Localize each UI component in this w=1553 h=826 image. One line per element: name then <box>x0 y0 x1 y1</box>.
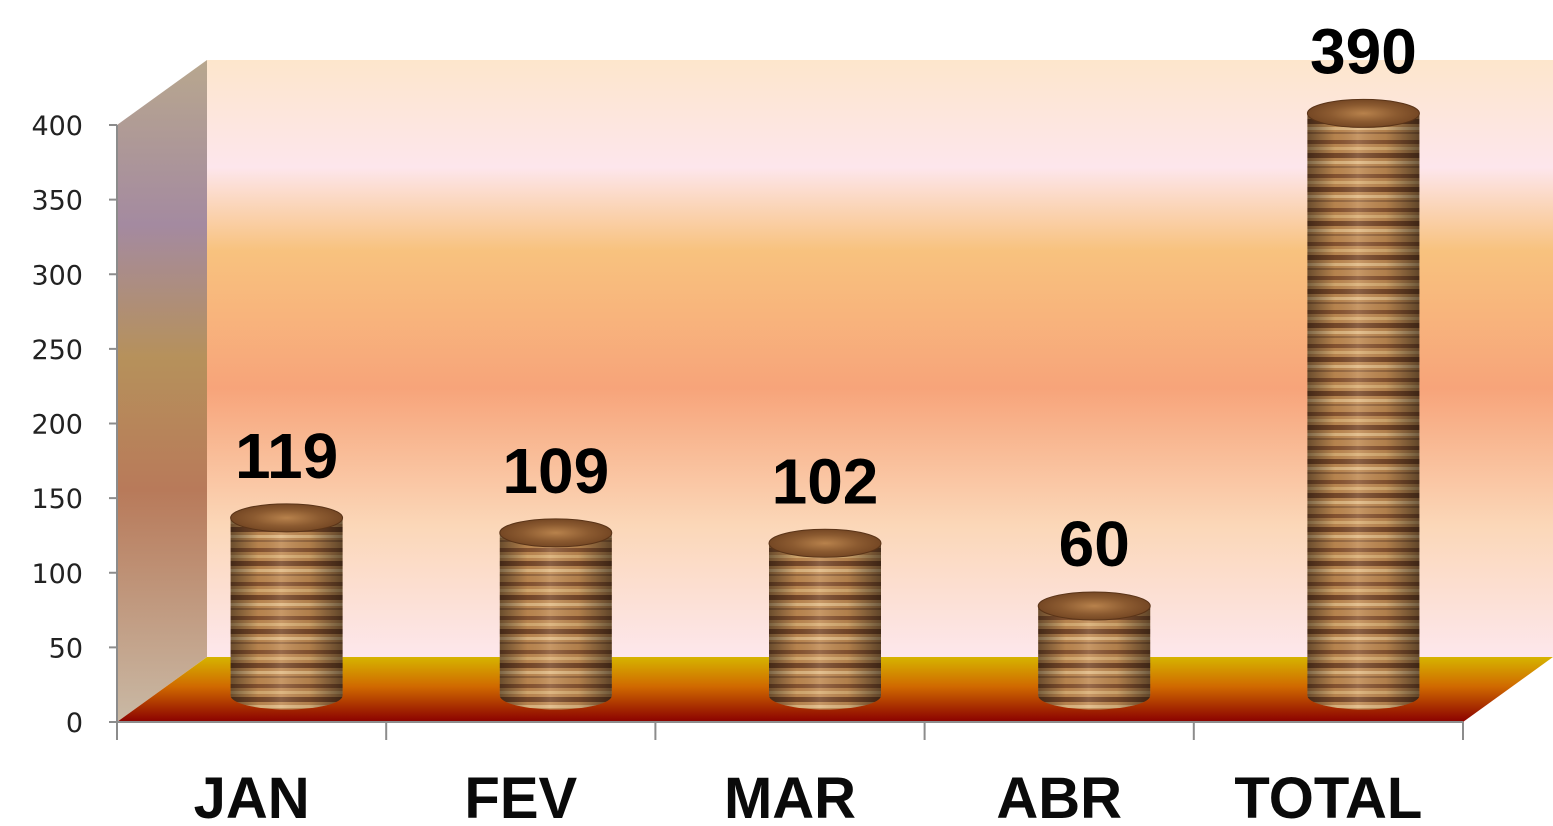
y-tick-label: 250 <box>31 335 83 366</box>
category-label-jan: JAN <box>194 766 310 826</box>
bar-top-cap <box>768 528 882 558</box>
data-label-jan: 119 <box>235 420 338 492</box>
bar-shading <box>499 532 612 710</box>
data-label-abr: 60 <box>1059 508 1130 580</box>
bar-top-cap <box>230 503 344 533</box>
bar-top-cap <box>1037 591 1151 621</box>
data-label-total: 390 <box>1310 15 1417 87</box>
x-axis-ticks <box>116 722 1464 740</box>
bar-mar <box>768 528 882 710</box>
chart-side-wall <box>117 60 207 722</box>
data-labels: 119 109 102 60 390 <box>235 15 1417 580</box>
y-tick-label: 300 <box>31 260 83 291</box>
y-tick-label: 350 <box>31 186 83 217</box>
y-tick-label: 50 <box>49 633 83 664</box>
category-label-total: TOTAL <box>1234 766 1422 826</box>
y-tick-label: 150 <box>31 484 83 515</box>
data-label-mar: 102 <box>772 445 879 517</box>
y-axis-ticks: 0 50 100 150 200 250 300 350 400 <box>31 111 117 739</box>
category-label-abr: ABR <box>996 766 1122 826</box>
bar-top-cap <box>499 518 613 548</box>
bar-shading <box>230 517 343 710</box>
y-tick-label: 200 <box>31 410 83 441</box>
y-tick-label: 100 <box>31 559 83 590</box>
data-label-fev: 109 <box>502 435 609 507</box>
bar-fev <box>499 518 613 710</box>
bar-series <box>230 98 1420 710</box>
category-label-mar: MAR <box>724 766 856 826</box>
bar-jan <box>230 503 344 710</box>
y-tick-label: 0 <box>66 708 83 739</box>
bar-top-cap <box>1306 98 1420 128</box>
bar-abr <box>1037 591 1151 710</box>
chart-back-wall <box>207 60 1553 657</box>
bar-shading <box>1307 113 1420 710</box>
bar-shading <box>1038 605 1151 710</box>
category-labels: JAN FEV MAR ABR TOTAL <box>194 766 1423 826</box>
bar-shading <box>769 543 881 710</box>
y-tick-label: 400 <box>31 111 83 142</box>
category-label-fev: FEV <box>464 766 577 826</box>
bar-total <box>1306 98 1420 710</box>
